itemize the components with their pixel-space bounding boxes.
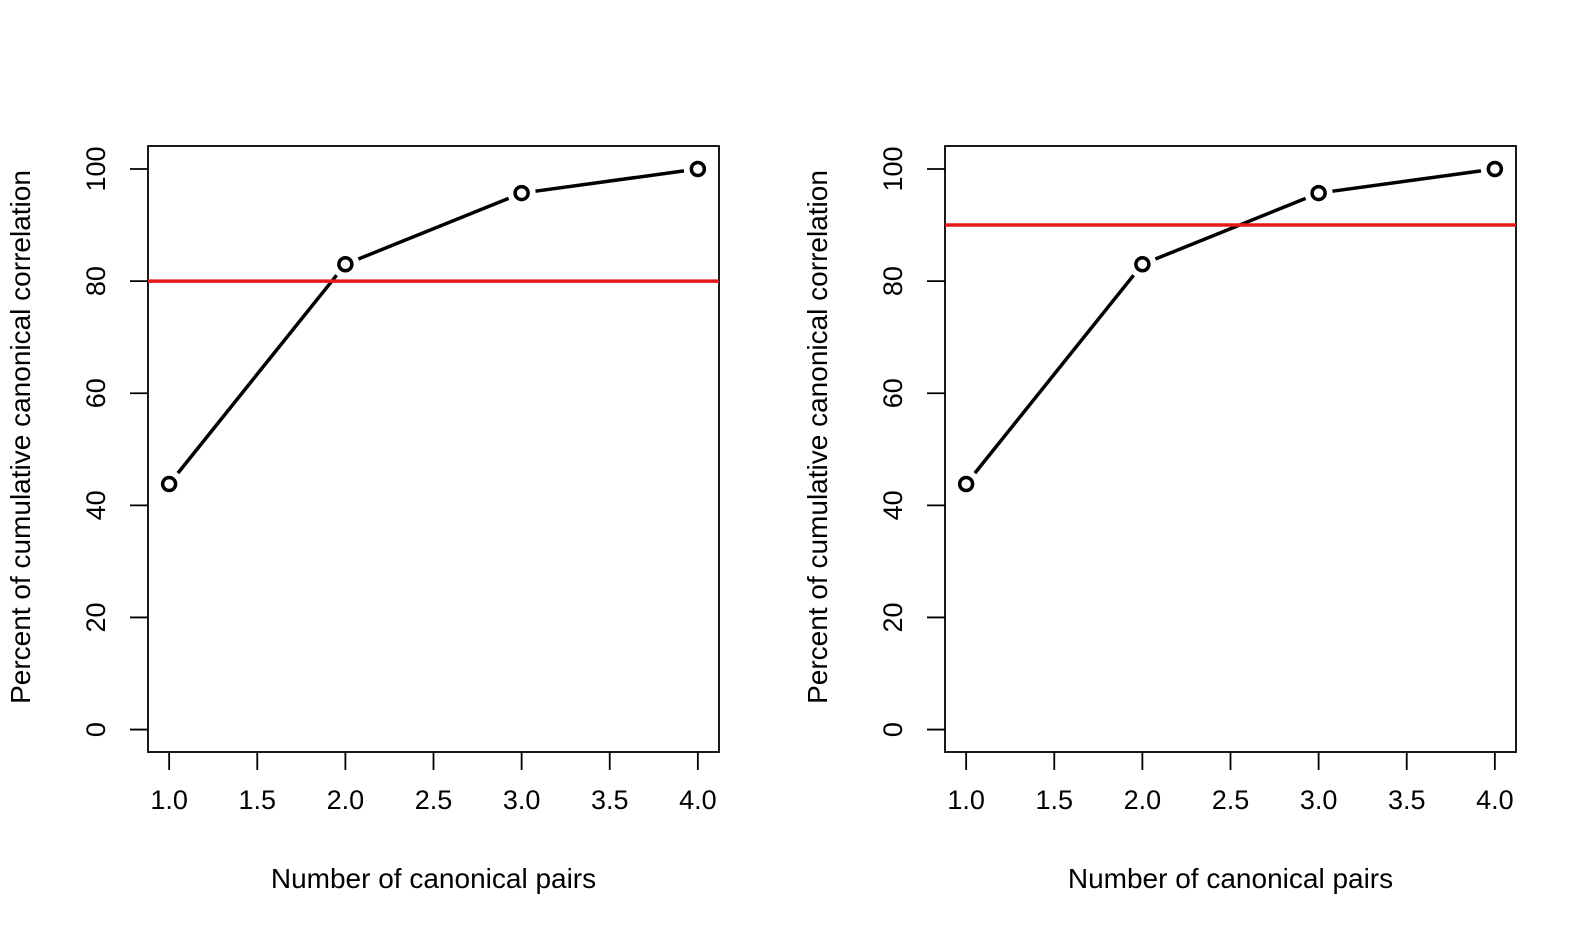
x-tick-label: 3.0 (503, 785, 541, 815)
data-point (513, 184, 530, 202)
y-tick-label: 60 (81, 378, 111, 408)
plot-frame (944, 145, 1517, 753)
series-line-segment (176, 274, 338, 475)
x-axis-title: Number of canonical pairs (1068, 863, 1393, 894)
y-tick-label: 20 (878, 602, 908, 632)
x-tick-label: 3.5 (1388, 785, 1426, 815)
y-tick-label: 40 (81, 490, 111, 520)
x-tick-label: 1.0 (947, 785, 985, 815)
series-line-segment (973, 274, 1135, 475)
y-tick-label: 60 (878, 378, 908, 408)
x-tick-label: 1.5 (238, 785, 276, 815)
y-tick-label: 100 (878, 146, 908, 191)
x-tick-label: 1.0 (150, 785, 188, 815)
data-point (337, 256, 354, 273)
data-point (689, 160, 707, 178)
data-point (160, 475, 178, 493)
data-point (1134, 256, 1151, 273)
data-point (957, 475, 975, 493)
x-tick-label: 2.5 (415, 785, 453, 815)
x-tick-label: 1.5 (1035, 785, 1073, 815)
x-axis-title: Number of canonical pairs (271, 863, 596, 894)
x-tick-label: 2.0 (1124, 785, 1162, 815)
series-line-segment (357, 196, 510, 261)
y-axis-title: Percent of cumulative canonical correlat… (5, 170, 36, 704)
plot-frame (147, 145, 720, 753)
data-point (1486, 160, 1504, 178)
x-tick-label: 3.0 (1300, 785, 1338, 815)
y-tick-label: 0 (81, 722, 111, 737)
y-tick-label: 0 (878, 722, 908, 737)
y-tick-label: 100 (81, 146, 111, 191)
x-tick-label: 4.0 (679, 785, 717, 815)
x-tick-label: 2.5 (1212, 785, 1250, 815)
left-chart-panel: 1.0 1.5 2.0 2.5 3.0 3.5 4.0 0 20 40 60 80 100 Number … (5, 145, 720, 894)
right-chart-panel: 1.0 1.5 2.0 2.5 3.0 3.5 4.0 0 20 40 60 80 100 Number … (802, 145, 1517, 894)
y-tick-label: 20 (81, 602, 111, 632)
series-line-segment (1332, 169, 1482, 193)
data-point (1310, 184, 1327, 202)
y-axis-title: Percent of cumulative canonical correlat… (802, 170, 833, 704)
y-tick-label: 80 (81, 266, 111, 296)
series-line-segment (535, 169, 685, 193)
y-tick-label: 80 (878, 266, 908, 296)
series-line-segment (1154, 196, 1307, 261)
x-tick-label: 3.5 (591, 785, 629, 815)
y-tick-label: 40 (878, 490, 908, 520)
x-tick-label: 4.0 (1476, 785, 1514, 815)
x-tick-label: 2.0 (327, 785, 365, 815)
